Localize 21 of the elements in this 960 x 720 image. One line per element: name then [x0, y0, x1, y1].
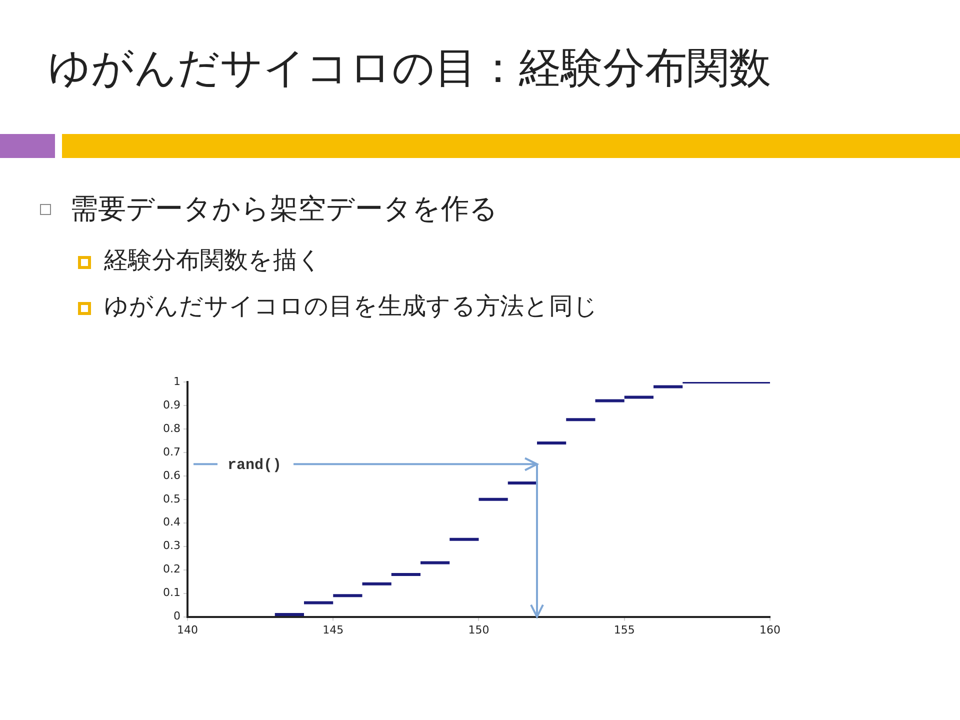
ref-line-label: rand() — [227, 457, 282, 474]
text: 経験分布関数を描く — [104, 245, 322, 276]
y-tick-label: 0.2 — [162, 562, 180, 576]
y-tick-label: 0.3 — [162, 539, 180, 552]
y-tick-label: 0.6 — [162, 468, 180, 482]
x-tick-label: 145 — [322, 623, 344, 636]
x-tick-label: 155 — [614, 623, 635, 636]
chart-title: ゆがんだサイコロの目：経験分布関数 — [48, 42, 771, 94]
y-tick-label: 0.5 — [162, 492, 180, 506]
y-tick-label: 0.4 — [162, 516, 180, 529]
y-tick-label: 0.8 — [162, 422, 180, 435]
y-tick-label: 1 — [173, 374, 180, 388]
y-tick-label: 0.7 — [162, 445, 180, 458]
text: 需要データから架空データを作る — [70, 191, 498, 227]
x-tick-label: 150 — [468, 623, 490, 636]
y-tick-label: 0 — [173, 610, 180, 623]
text: ゆがんだサイコロの目を生成する方法と同じ — [104, 291, 598, 322]
y-tick-label: 0.9 — [162, 398, 180, 412]
x-tick-label: 160 — [760, 623, 780, 636]
y-tick-label: 0.1 — [162, 586, 180, 600]
x-tick-label: 140 — [176, 623, 198, 636]
